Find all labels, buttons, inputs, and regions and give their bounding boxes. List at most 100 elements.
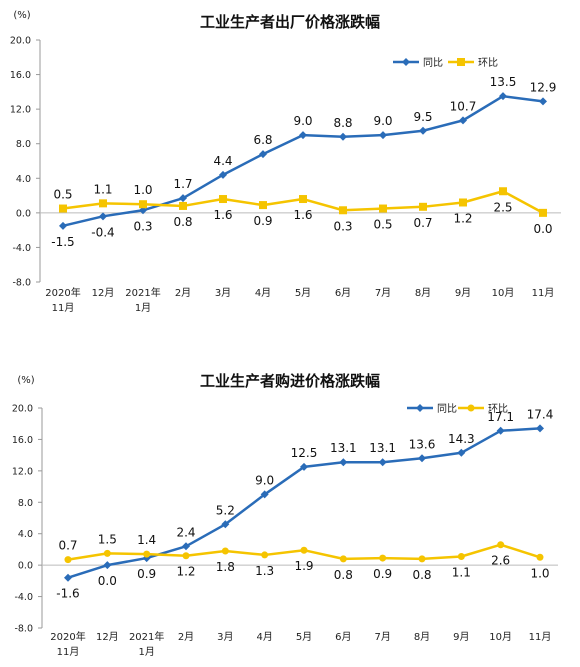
data-point — [418, 454, 426, 463]
x-tick-label: 2021年 — [129, 630, 164, 643]
y-tick-label: 0.0 — [16, 208, 31, 219]
y-tick-label: 8.0 — [16, 139, 31, 150]
series-mom: 0.5 1.1 1.0 0.8 1.6 0.9 1.6 0.3 0.5 0.7 1.2 2.5 0.0 — [53, 182, 552, 236]
data-label: 17.1 — [487, 410, 514, 424]
x-tick-label: 3月 — [217, 631, 233, 643]
data-point — [179, 194, 187, 203]
y-tick-label: -4.0 — [12, 243, 31, 254]
data-label: 9.0 — [255, 473, 274, 487]
data-label: 1.4 — [137, 533, 156, 547]
data-point — [221, 520, 230, 529]
data-label: 1.0 — [530, 566, 549, 580]
data-point — [139, 206, 147, 215]
data-label: 14.3 — [448, 432, 475, 446]
data-label: 9.5 — [413, 110, 432, 124]
data-point — [182, 552, 190, 560]
data-label: 0.8 — [334, 568, 353, 582]
data-point — [64, 556, 72, 564]
data-label: 2.4 — [176, 525, 195, 539]
y-tick-label: -8.0 — [12, 278, 31, 289]
data-point — [499, 187, 507, 196]
data-point — [418, 555, 426, 563]
data-point — [457, 448, 466, 457]
x-tick-label: 7月 — [375, 287, 391, 299]
x-tick-label: 4月 — [256, 631, 272, 643]
data-point — [103, 561, 112, 570]
data-label: 4.4 — [213, 154, 232, 168]
chart-title: 工业生产者购进价格涨跌幅 — [200, 372, 380, 390]
data-label: 1.1 — [452, 566, 471, 580]
x-tick-label: 4月 — [255, 287, 271, 299]
x-tick-label: 8月 — [414, 631, 430, 643]
data-label: -1.6 — [56, 587, 79, 601]
data-point — [219, 195, 227, 204]
y-tick-label: 16.0 — [12, 435, 33, 446]
data-point — [179, 201, 187, 210]
data-label: 10.7 — [450, 99, 477, 113]
data-point — [379, 204, 387, 213]
data-label: 1.2 — [176, 565, 195, 579]
data-label: 13.1 — [330, 441, 357, 455]
data-point — [339, 132, 347, 141]
data-point — [379, 554, 387, 562]
x-tick-label: 11月 — [529, 631, 552, 643]
y-tick-label: -8.0 — [14, 624, 33, 635]
y-tick-label: 8.0 — [18, 498, 33, 509]
y-unit-label: (%) — [13, 10, 30, 21]
data-label: 0.9 — [137, 567, 156, 581]
data-point — [99, 212, 107, 221]
y-tick-label: 12.0 — [12, 466, 33, 477]
data-point — [182, 542, 190, 551]
chart-2: 工业生产者购进价格涨跌幅 (%) 20.0 16.0 12.0 8.0 4.0 0.0 -4.0… — [12, 372, 558, 658]
data-label: 1.7 — [173, 177, 192, 191]
data-point — [536, 553, 544, 561]
data-point — [259, 201, 267, 210]
x-tick-label: 6月 — [335, 631, 351, 643]
data-label: 0.3 — [133, 219, 152, 233]
data-label: 0.9 — [373, 567, 392, 581]
x-tick-label: 2月 — [175, 287, 191, 299]
x-tick-label: 2020年 — [45, 286, 80, 299]
data-label: 1.2 — [453, 211, 472, 225]
data-point — [496, 426, 505, 435]
data-label: 13.6 — [409, 437, 436, 451]
y-tick-label: 4.0 — [16, 174, 31, 185]
data-point — [339, 206, 347, 215]
legend-marker — [467, 404, 475, 412]
data-label: 1.9 — [294, 559, 313, 573]
y-tick-label: 16.0 — [10, 70, 31, 81]
y-tick-label: 20.0 — [12, 404, 33, 415]
data-label: 0.5 — [373, 218, 392, 232]
data-label: -0.4 — [91, 225, 114, 239]
data-label: 1.6 — [293, 208, 312, 222]
y-tick-label: 20.0 — [10, 36, 31, 47]
chart-1: 工业生产者出厂价格涨跌幅 (%) 20.0 16.0 12.0 8.0 4.0 0.0 -4.0… — [10, 10, 561, 314]
series-yoy: -1.5 -0.4 0.3 1.7 4.4 6.8 9.0 8.8 9.0 9.5 10.7 13.5… — [51, 75, 556, 249]
y-tick-label: 12.0 — [10, 105, 31, 116]
data-label: 1.6 — [213, 208, 232, 222]
data-label: 1.3 — [255, 564, 274, 578]
legend-marker — [457, 58, 465, 66]
data-label: 0.3 — [333, 219, 352, 233]
data-point — [139, 200, 147, 209]
legend-label-mom: 环比 — [488, 403, 508, 415]
x-tick-label: 9月 — [455, 287, 471, 299]
data-point — [457, 553, 465, 560]
data-label: 13.5 — [490, 75, 517, 89]
data-point — [497, 541, 505, 549]
data-point — [300, 462, 308, 471]
data-point — [299, 131, 307, 140]
x-tick-label: 1月 — [135, 302, 151, 314]
legend-marker — [402, 58, 410, 66]
data-label: 1.1 — [93, 182, 112, 196]
x-tick-label: 1月 — [138, 646, 154, 658]
data-point — [299, 195, 307, 204]
data-label: 1.5 — [98, 532, 117, 546]
data-point — [300, 546, 308, 554]
x-tick-label: 5月 — [296, 631, 312, 643]
data-point — [539, 97, 547, 106]
data-label: 9.0 — [293, 114, 312, 128]
x-tick-label: 2020年 — [50, 630, 85, 643]
data-label: 1.8 — [216, 560, 235, 574]
